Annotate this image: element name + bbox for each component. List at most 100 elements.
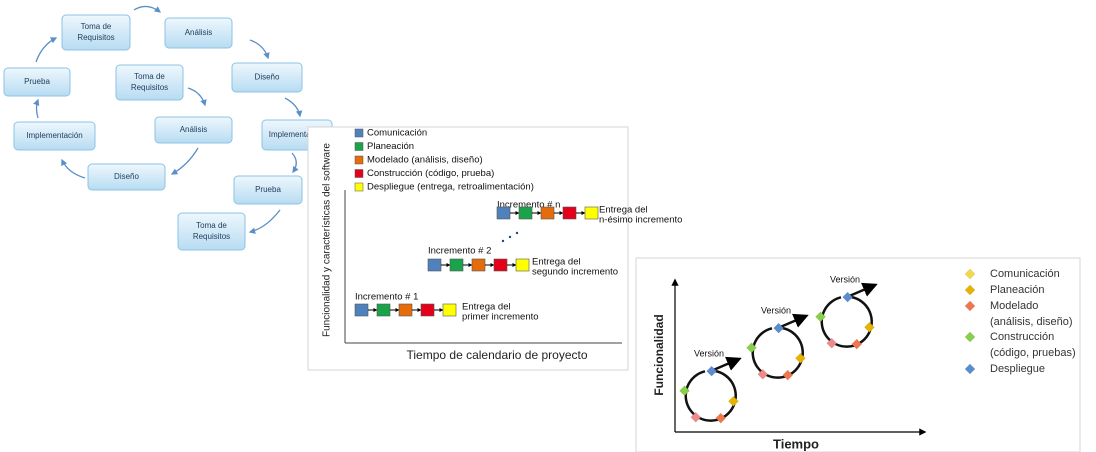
phase-box [398,303,413,317]
phase-box [354,303,369,317]
version-label: Versión [830,274,860,284]
process-node [164,17,233,49]
diamond-marker [815,311,826,323]
x-axis-label: Tiempo de calendario de proyecto [407,348,588,362]
diamond-marker [795,352,806,364]
legend-label: Despliegue (entrega, retroalimentación) [367,182,534,193]
legend-label: (código, pruebas) [990,347,1076,359]
delivery-label: n-ésimo incremento [599,215,682,226]
flow-arrow [187,87,207,107]
delivery-label: Entrega del [599,205,648,216]
process-node [154,116,233,144]
diamond-marker [690,411,702,423]
phase-box [449,258,464,272]
cycle-arc [820,295,873,348]
flow-arrow [249,39,270,60]
phase-box [427,258,442,272]
process-node [13,121,96,151]
node-label: Diseño [114,172,139,181]
process-node [115,64,184,101]
delivery-label: segundo incremento [532,267,618,278]
delivery-label: Entrega del [532,257,581,268]
node-label: Implementación [26,131,82,140]
node-label: Toma de [134,72,165,81]
x-axis-label: Tiempo [773,436,819,451]
legend-swatch [354,128,364,138]
panel-background [307,126,629,371]
process-node [231,62,303,93]
process-node [61,14,131,51]
delivery-label: primer incremento [462,312,539,323]
phase-box [493,258,508,272]
diamond-marker [964,363,976,375]
legend-swatch [354,182,364,192]
cycle-arc [751,326,804,379]
diamond-marker [826,337,838,349]
legend-label: Despliegue [990,363,1045,375]
version-label: Versión [694,348,724,358]
diamond-marker [757,368,769,380]
legend-label: Construcción (código, prueba) [367,168,494,179]
cycle-arc [684,369,737,422]
diamond-marker [851,338,863,350]
phase-box [584,206,599,220]
process-node [177,212,246,251]
flow-arrow [35,37,58,63]
process-node [87,163,166,191]
legend-swatch [354,142,364,151]
versions-panel: Comunicación Planeación Modelado (análisis,… [635,257,1081,452]
diamond-marker [964,331,976,343]
flow-arrow [61,158,86,179]
diamond-marker [964,284,976,296]
phase-box [515,258,530,272]
diamond-marker [782,369,794,381]
diamond-marker [728,395,739,407]
legend-label: Planeación [990,284,1044,296]
node-label: Prueba [24,77,50,86]
phase-box [420,303,435,317]
node-label: Requisitos [77,33,114,42]
phase-box [471,258,486,272]
y-axis-label: Funcionalidad y características del soft… [322,143,333,337]
increment-label: Incremento # n [497,200,560,211]
legend-swatch [354,155,364,165]
node-label: Implementación [269,130,325,139]
node-label: Toma de [196,221,227,230]
node-label: Análisis [185,28,213,37]
ellipsis-dot [515,231,519,235]
phase-box [540,206,555,220]
diamond-marker [706,365,717,377]
increment-label: Incremento # 2 [428,246,491,257]
flow-arrow [248,209,281,234]
version-label: Versión [761,305,791,315]
ellipsis-dot [501,239,505,243]
flow-arrow [291,152,299,174]
flow-arrow [33,98,40,119]
diamond-marker [842,291,853,303]
delivery-label: Entrega del [462,302,511,313]
legend-label: Modelado (análisis, diseño) [367,155,483,166]
legend-swatch [354,169,364,178]
diamond-marker [746,342,757,354]
progress-arrow [846,282,878,299]
diamond-marker [964,268,976,280]
progress-arrow [710,356,742,373]
flow-arrow [170,147,199,175]
phase-box [376,303,391,317]
node-label: Prueba [255,185,281,194]
diamond-marker [864,321,875,333]
legend-label: Comunicación [990,268,1060,280]
legend-label: Modelado [990,300,1038,312]
diamond-marker [773,322,784,334]
node-label: Toma de [81,22,112,31]
ellipsis-dot [508,235,512,239]
legend-label: (análisis, diseño) [990,316,1073,328]
node-label: Diseño [255,73,280,82]
flow-arrow [284,97,303,118]
spiral-panel: Toma de Requisitos Análisis Diseño Implement… [0,0,345,255]
increment-label: Incremento # 1 [355,292,418,303]
legend-label: Construcción [990,331,1054,343]
process-node [3,67,71,97]
